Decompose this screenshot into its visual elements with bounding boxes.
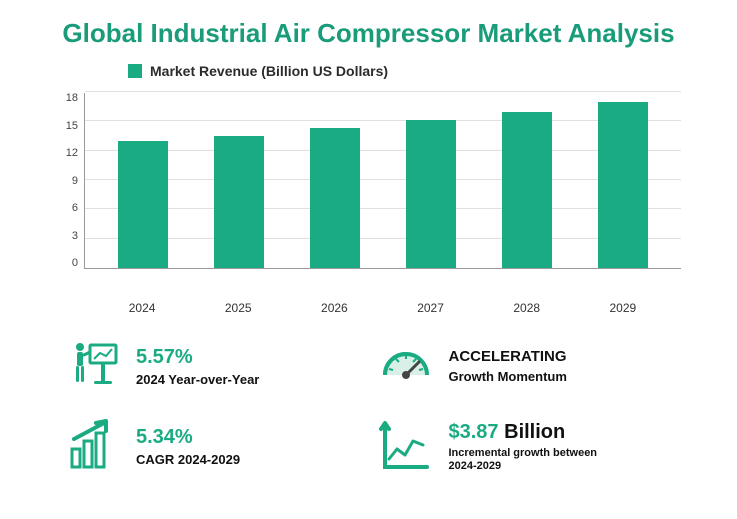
- cagr-value: 5.34%: [136, 425, 240, 449]
- metric-cagr: 5.34% CAGR 2024-2029: [66, 419, 359, 473]
- bars-container: [85, 93, 681, 268]
- incremental-label2: 2024-2029: [449, 460, 598, 472]
- ytick: 3: [72, 231, 78, 242]
- bar: [214, 136, 264, 268]
- gridline: [85, 91, 681, 92]
- ytick: 18: [66, 93, 78, 104]
- xtick: 2028: [502, 301, 552, 315]
- bar: [310, 128, 360, 268]
- metric-text: ACCELERATING Growth Momentum: [449, 348, 567, 384]
- incremental-suffix: Billion: [499, 421, 566, 443]
- ytick: 12: [66, 148, 78, 159]
- ytick: 15: [66, 121, 78, 132]
- growth-bars-icon: [66, 419, 120, 473]
- bar-chart: 18 15 12 9 6 3 0: [56, 93, 681, 293]
- metrics-grid: 5.57% 2024 Year-over-Year ACCELERATING G…: [26, 339, 711, 473]
- xtick: 2026: [309, 301, 359, 315]
- metric-text: 5.57% 2024 Year-over-Year: [136, 345, 259, 387]
- bar: [118, 141, 168, 268]
- presenter-icon: [66, 339, 120, 393]
- incremental-label: Incremental growth between: [449, 447, 598, 459]
- plot-area: [84, 93, 681, 269]
- incremental-prefix: $3.87: [449, 421, 499, 443]
- gauge-icon: [379, 339, 433, 393]
- bar: [406, 120, 456, 268]
- metric-text: 5.34% CAGR 2024-2029: [136, 425, 240, 467]
- xtick: 2029: [598, 301, 648, 315]
- legend-label: Market Revenue (Billion US Dollars): [150, 63, 388, 79]
- x-axis: 2024 2025 2026 2027 2028 2029: [84, 301, 681, 315]
- xtick: 2025: [213, 301, 263, 315]
- analysis-card: Global Industrial Air Compressor Market …: [0, 0, 737, 519]
- cagr-label: CAGR 2024-2029: [136, 452, 240, 467]
- legend-swatch: [128, 64, 142, 78]
- ytick: 6: [72, 203, 78, 214]
- y-axis: 18 15 12 9 6 3 0: [56, 93, 84, 269]
- metric-incremental: $3.87 Billion Incremental growth between…: [379, 419, 672, 473]
- bar: [598, 102, 648, 268]
- xtick: 2027: [406, 301, 456, 315]
- bar: [502, 112, 552, 268]
- page-title: Global Industrial Air Compressor Market …: [26, 18, 711, 49]
- yoy-value: 5.57%: [136, 345, 259, 369]
- yoy-label: 2024 Year-over-Year: [136, 372, 259, 387]
- metric-momentum: ACCELERATING Growth Momentum: [379, 339, 672, 393]
- momentum-label: Growth Momentum: [449, 369, 567, 384]
- line-up-icon: [379, 419, 433, 473]
- ytick: 0: [72, 258, 78, 269]
- chart-legend: Market Revenue (Billion US Dollars): [128, 63, 711, 79]
- metric-text: $3.87 Billion Incremental growth between…: [449, 420, 598, 472]
- incremental-value: $3.87 Billion: [449, 420, 598, 444]
- momentum-value: ACCELERATING: [449, 348, 567, 366]
- metric-yoy: 5.57% 2024 Year-over-Year: [66, 339, 359, 393]
- xtick: 2024: [117, 301, 167, 315]
- ytick: 9: [72, 176, 78, 187]
